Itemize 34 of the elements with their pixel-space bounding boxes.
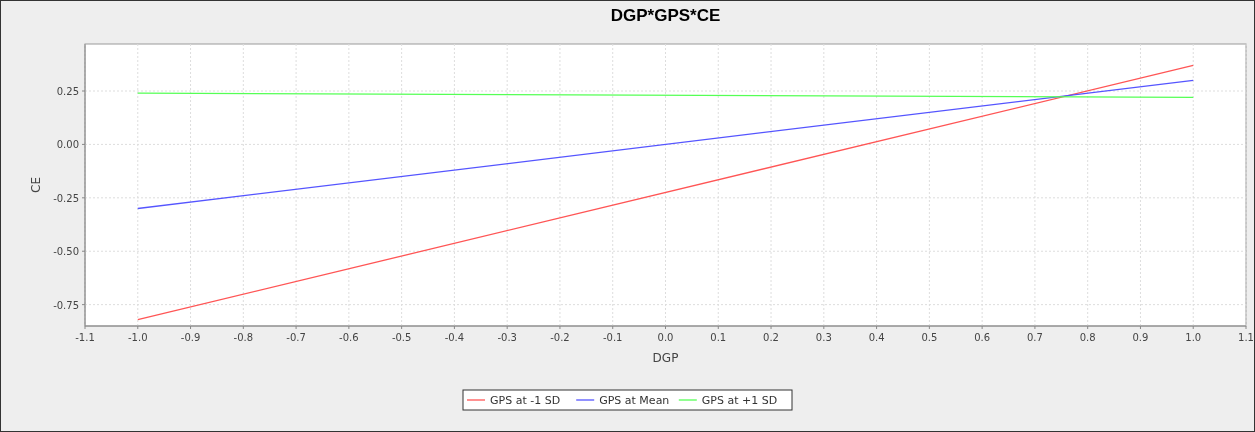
x-tick-label: 0.3 [815, 332, 832, 343]
x-tick-label: 0.6 [974, 332, 991, 343]
x-tick-label: -0.1 [602, 332, 623, 343]
legend-label: GPS at Mean [599, 394, 670, 407]
x-tick-label: -0.4 [444, 332, 465, 343]
x-tick-label: -0.5 [391, 332, 412, 343]
x-tick-label: -0.3 [497, 332, 517, 343]
x-tick-label: 0.5 [921, 332, 938, 343]
y-tick-label: -0.75 [53, 299, 79, 311]
x-tick-label: 0.9 [1132, 332, 1149, 343]
y-axis-title: CE [29, 177, 43, 193]
legend-label: GPS at -1 SD [490, 394, 561, 407]
x-tick-label: -1.0 [128, 332, 148, 343]
x-tick-label: -0.9 [180, 332, 201, 343]
legend-label: GPS at +1 SD [701, 394, 778, 407]
x-tick-label: -0.7 [286, 332, 306, 343]
x-tick-label: -0.6 [339, 332, 359, 343]
y-tick-label: 0.25 [56, 86, 79, 97]
x-tick-label: -0.2 [550, 332, 570, 343]
x-axis-title: DGP [652, 351, 679, 365]
x-tick-label: 0.2 [763, 332, 779, 343]
x-tick-label: 1.1 [1238, 332, 1254, 343]
x-tick-label: 0.4 [868, 332, 885, 343]
x-tick-label: 1.0 [1185, 332, 1202, 343]
x-tick-label: -1.1 [75, 332, 95, 343]
y-tick-label: -0.50 [53, 246, 79, 258]
x-tick-label: 0.7 [1026, 332, 1043, 343]
x-tick-label: -0.8 [233, 332, 254, 343]
x-tick-label: 0.1 [710, 332, 727, 343]
y-tick-label: 0.00 [56, 139, 79, 151]
x-tick-label: 0.0 [657, 332, 674, 343]
chart-title: DGP*GPS*CE [610, 6, 721, 25]
y-tick-label: -0.25 [53, 192, 79, 204]
x-tick-label: 0.8 [1079, 332, 1096, 343]
